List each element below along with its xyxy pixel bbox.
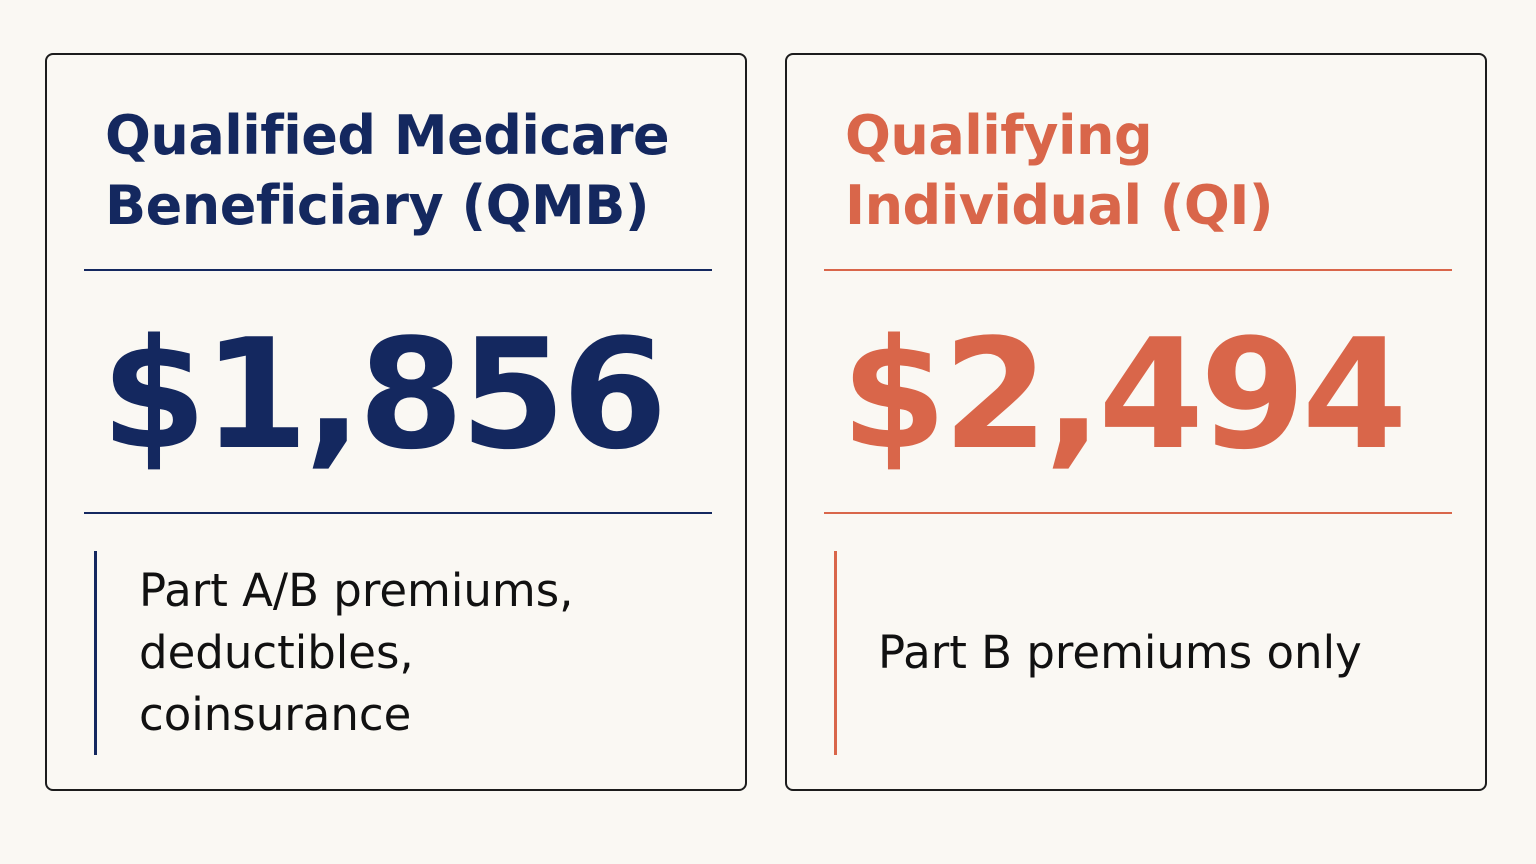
qi-card: Qualifying Individual (QI) $2,494 Part B…	[785, 53, 1487, 791]
qi-top-divider	[824, 269, 1452, 271]
qmb-bottom-divider	[84, 512, 712, 514]
qmb-coverage-text: Part A/B premiums, deductibles, coinsura…	[139, 564, 574, 741]
qmb-title: Qualified Medicare Beneficiary (QMB)	[105, 104, 670, 237]
qi-bottom-divider	[824, 512, 1452, 514]
qmb-amount: $1,856	[101, 306, 668, 483]
qmb-coverage: Part A/B premiums, deductibles, coinsura…	[139, 551, 699, 755]
qmb-card: Qualified Medicare Beneficiary (QMB) $1,…	[45, 53, 747, 791]
qi-coverage-accent-bar	[834, 551, 837, 755]
qi-title: Qualifying Individual (QI)	[845, 104, 1274, 237]
qmb-coverage-accent-bar	[94, 551, 97, 755]
qi-amount: $2,494	[841, 306, 1408, 483]
qi-coverage: Part B premiums only	[878, 551, 1438, 755]
qmb-top-divider	[84, 269, 712, 271]
qi-coverage-text: Part B premiums only	[878, 626, 1362, 679]
